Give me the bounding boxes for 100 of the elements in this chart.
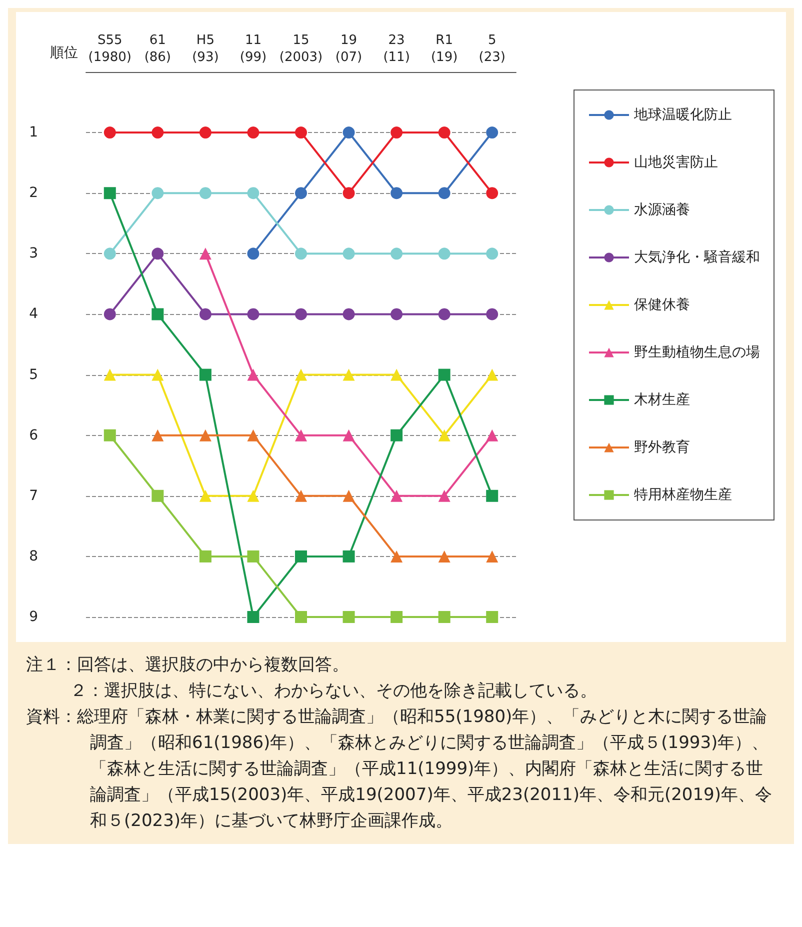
x-tick-label: 11 (99): [240, 33, 267, 65]
point: [438, 187, 450, 200]
y-tick-label: 3: [29, 246, 38, 262]
point: [152, 187, 164, 200]
point: [199, 368, 212, 381]
point: [486, 490, 498, 502]
point: [486, 308, 498, 320]
text: 注１：回答は、選択肢の中から複数回答。: [26, 654, 350, 677]
point: [438, 248, 450, 260]
point: [247, 429, 260, 442]
point: [199, 248, 212, 260]
point: [104, 187, 116, 200]
x-tick-label: 19 (07): [335, 33, 362, 65]
point: [390, 308, 403, 320]
legend-label: 水源涵養: [634, 202, 690, 218]
point: [486, 550, 498, 562]
point: [486, 368, 498, 381]
y-axis-title: 順位: [50, 45, 78, 61]
point: [390, 611, 403, 623]
x-tick-label: 61 (86): [144, 33, 172, 65]
point: [342, 611, 355, 623]
legend-label: 野外教育: [634, 438, 690, 456]
x-tick-label: 5 (23): [478, 33, 506, 65]
y-tick-label: 9: [29, 609, 38, 625]
point: [342, 248, 355, 260]
text: ２：選択肢は、特にない、わからない、その他を除き記載している。: [69, 680, 598, 703]
point: [390, 126, 403, 139]
point: [247, 368, 260, 381]
point: [438, 550, 450, 562]
point: [247, 308, 260, 320]
point: [295, 187, 307, 200]
legend-label: 野生動植物生息の場: [634, 344, 760, 360]
point: [152, 126, 164, 139]
point: [438, 308, 450, 320]
point: [104, 368, 116, 381]
y-tick-label: 7: [29, 488, 38, 504]
point: [295, 550, 307, 562]
point: [247, 248, 260, 260]
point: [152, 248, 164, 260]
x-tick-label: R1 (19): [430, 33, 458, 65]
point: [342, 429, 355, 442]
point: [342, 126, 355, 139]
text: 資料：総理府「森林・林業に関する世論調査」（昭和55(1980)年）、「みどりと木に関する世論調査」（昭和61(1986)年）、「森林とみどりに関する世論調査」（平成５(1993)年）、「森林と生活に関する世論調査」（平成11(1999)年）、内閣府「森林と生活に関する世論調査」（平成15(2003)年、平成19(2007)年、平成23(2011)年、令和元(2019)年、令和５(2023)年）に基づいて林野庁企画課作成。: [26, 706, 774, 833]
point: [295, 429, 307, 442]
point: [486, 429, 498, 442]
y-tick-label: 6: [29, 427, 38, 444]
point: [390, 187, 403, 200]
point: [295, 611, 307, 623]
point: [295, 126, 307, 139]
legend-label: 特用林産物生産: [634, 487, 732, 503]
y-tick-label: 1: [29, 124, 38, 141]
point: [438, 368, 450, 381]
point: [152, 308, 164, 320]
point: [295, 490, 307, 502]
point: [199, 308, 212, 320]
x-tick-label: 23 (11): [383, 33, 410, 65]
point: [342, 187, 355, 200]
point: [342, 550, 355, 562]
legend-label: 山地災害防止: [634, 154, 718, 170]
point: [486, 126, 498, 139]
y-tick-label: 8: [29, 548, 38, 564]
point: [486, 187, 498, 200]
point: [390, 550, 403, 562]
x-tick-label: S55 (1980): [88, 33, 132, 65]
point: [486, 248, 498, 260]
point: [104, 126, 116, 139]
point: [247, 550, 260, 562]
point: [390, 368, 403, 381]
point: [247, 126, 260, 139]
point: [199, 550, 212, 562]
point: [390, 490, 403, 502]
point: [199, 429, 212, 442]
point: [247, 490, 260, 502]
point: [152, 368, 164, 381]
point: [342, 368, 355, 381]
legend-label: 大気浄化・騒音緩和: [634, 250, 760, 266]
point: [295, 308, 307, 320]
point: [438, 126, 450, 139]
point: [342, 308, 355, 320]
point: [438, 611, 450, 623]
x-tick-label: H5 (93): [192, 33, 219, 65]
point: [247, 187, 260, 200]
point: [152, 429, 164, 442]
point: [199, 126, 212, 139]
y-tick-label: 2: [29, 185, 38, 202]
point: [104, 248, 116, 260]
point: [152, 490, 164, 502]
point: [390, 429, 403, 442]
point: [104, 308, 116, 320]
point: [295, 248, 307, 260]
point: [438, 429, 450, 442]
legend-label: 保健休養: [634, 297, 690, 313]
legend-label: 木材生産: [634, 392, 690, 408]
x-tick-label: 15 (2003): [279, 33, 323, 65]
y-tick-label: 4: [29, 306, 38, 322]
point: [104, 429, 116, 442]
point: [342, 490, 355, 502]
point: [390, 248, 403, 260]
legend-label: 地球温暖化防止: [633, 107, 732, 123]
point: [199, 187, 212, 200]
